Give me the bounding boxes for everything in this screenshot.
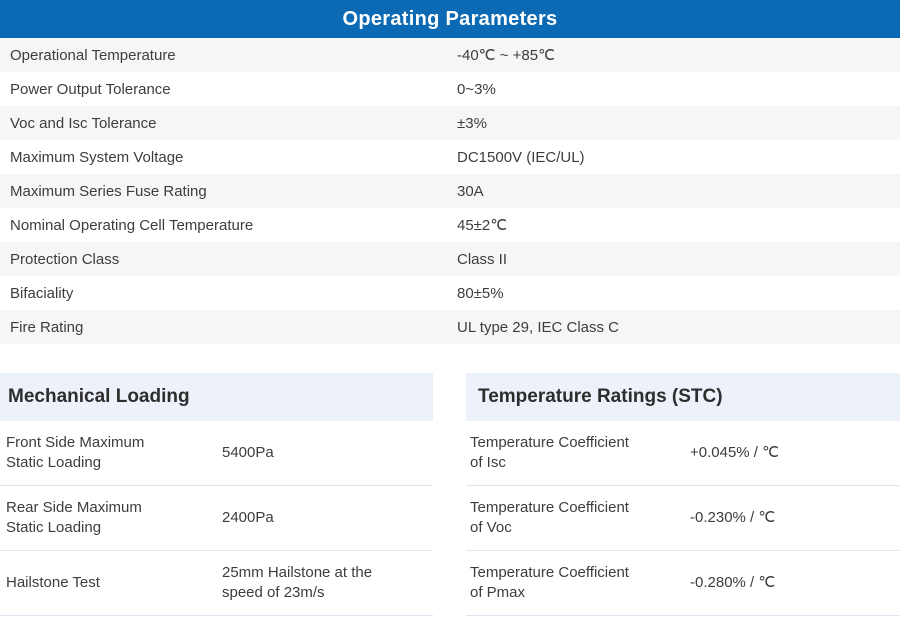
row-value: ±3% — [457, 114, 487, 132]
table-row: Temperature Coefficient of Pmax -0.280% … — [466, 551, 900, 616]
row-label: Operational Temperature — [10, 46, 176, 64]
row-value: 30A — [457, 182, 484, 200]
table-row: Hailstone Test 25mm Hailstone at the spe… — [0, 551, 433, 616]
table-row: Bifaciality 80±5% — [0, 276, 900, 310]
row-label: Hailstone Test — [6, 574, 100, 591]
row-label: Bifaciality — [10, 284, 74, 302]
table-row: Protection Class Class II — [0, 242, 900, 276]
row-value: -0.280% / ℃ — [690, 574, 776, 591]
row-value: Class II — [457, 250, 508, 268]
row-label: Temperature Coefficient of Isc — [470, 434, 629, 471]
row-label: Rear Side Maximum Static Loading — [6, 499, 142, 536]
row-value: 25mm Hailstone at the speed of 23m/s — [222, 564, 373, 601]
operating-parameters-banner: Operating Parameters — [0, 0, 900, 38]
row-value: 80±5% — [457, 284, 504, 302]
table-row: Power Output Tolerance 0~3% — [0, 72, 900, 106]
column-gap — [433, 373, 466, 616]
operating-parameters-table: Operational Temperature -40℃ ~ +85℃ Powe… — [0, 38, 900, 344]
row-label: Front Side Maximum Static Loading — [6, 434, 145, 471]
table-row: Voc and Isc Tolerance ±3% — [0, 106, 900, 140]
row-value: 5400Pa — [222, 444, 274, 461]
table-row: Nominal Operating Cell Temperature 45±2℃ — [0, 208, 900, 242]
row-value: +0.045% / ℃ — [690, 444, 779, 461]
temperature-ratings-section: Temperature Ratings (STC) Temperature Co… — [466, 373, 900, 616]
row-value: UL type 29, IEC Class C — [457, 318, 620, 336]
row-label: Protection Class — [10, 250, 120, 268]
table-row: Operational Temperature -40℃ ~ +85℃ — [0, 38, 900, 72]
row-label: Fire Rating — [10, 318, 84, 336]
table-row: Fire Rating UL type 29, IEC Class C — [0, 310, 900, 344]
table-row: Temperature Coefficient of Isc +0.045% /… — [466, 421, 900, 486]
temperature-ratings-title: Temperature Ratings (STC) — [466, 373, 900, 421]
bottom-sections: Mechanical Loading Front Side Maximum St… — [0, 373, 900, 616]
row-value: 0~3% — [457, 80, 496, 98]
row-label: Power Output Tolerance — [10, 80, 171, 98]
row-value: DC1500V (IEC/UL) — [457, 148, 585, 166]
table-row: Rear Side Maximum Static Loading 2400Pa — [0, 486, 433, 551]
row-label: Voc and Isc Tolerance — [10, 114, 157, 132]
row-value: -0.230% / ℃ — [690, 509, 776, 526]
mechanical-loading-section: Mechanical Loading Front Side Maximum St… — [0, 373, 433, 616]
row-label: Maximum System Voltage — [10, 148, 184, 166]
table-row: Maximum Series Fuse Rating 30A — [0, 174, 900, 208]
page-title: Operating Parameters — [342, 7, 558, 30]
table-row: Temperature Coefficient of Voc -0.230% /… — [466, 486, 900, 551]
row-value: -40℃ ~ +85℃ — [457, 47, 555, 64]
mechanical-loading-table: Front Side Maximum Static Loading 5400Pa… — [0, 421, 433, 616]
row-label: Nominal Operating Cell Temperature — [10, 216, 254, 234]
row-value: 45±2℃ — [457, 217, 508, 234]
table-row: Front Side Maximum Static Loading 5400Pa — [0, 421, 433, 486]
temperature-ratings-table: Temperature Coefficient of Isc +0.045% /… — [466, 421, 900, 616]
row-label: Maximum Series Fuse Rating — [10, 182, 207, 200]
row-label: Temperature Coefficient of Voc — [470, 499, 629, 536]
row-label: Temperature Coefficient of Pmax — [470, 564, 629, 601]
mechanical-loading-title: Mechanical Loading — [0, 373, 433, 421]
row-value: 2400Pa — [222, 509, 274, 526]
table-row: Maximum System Voltage DC1500V (IEC/UL) — [0, 140, 900, 174]
